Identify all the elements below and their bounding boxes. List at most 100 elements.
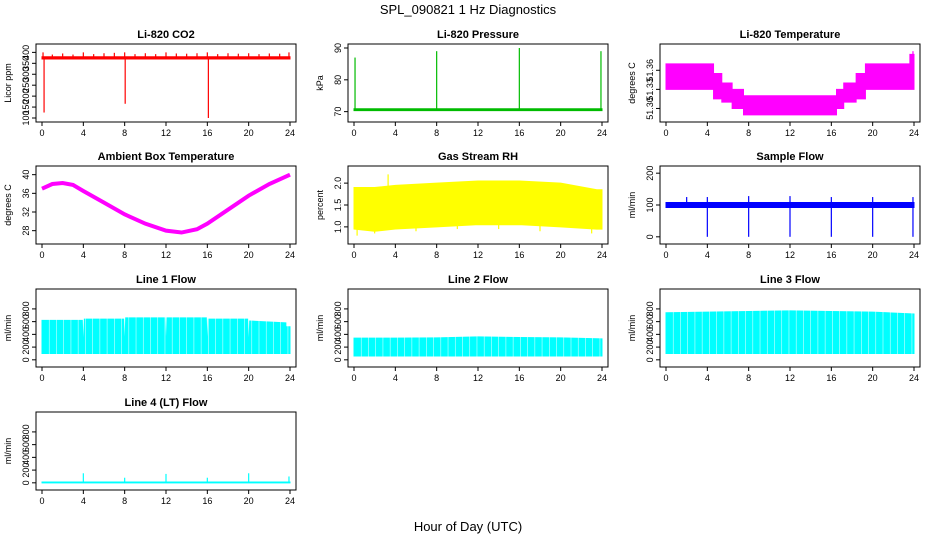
- y-tick-label: 1.0: [333, 221, 343, 234]
- x-tick-label: 24: [909, 373, 919, 383]
- x-tick-label: 12: [785, 128, 795, 138]
- panel-title: Gas Stream RH: [438, 151, 518, 163]
- panel-0: Li-820 CO2 0 4 8 12 16 20 24 1001502002503003504…: [3, 29, 297, 138]
- x-tick-label: 20: [556, 373, 566, 383]
- y-tick-label: 800: [21, 424, 31, 439]
- y-axis-label: ml/min: [3, 438, 13, 465]
- x-tick-label: 16: [202, 128, 212, 138]
- plot-area: [665, 196, 915, 237]
- y-tick-label: 0: [645, 234, 655, 239]
- y-axis-label: ml/min: [627, 315, 637, 342]
- y-tick-label: 250: [21, 78, 31, 93]
- data-band: [353, 336, 603, 357]
- y-tick-label: 800: [333, 301, 343, 316]
- x-tick-label: 8: [122, 373, 127, 383]
- plot-area: [41, 473, 291, 484]
- x-tick-label: 24: [285, 373, 295, 383]
- data-band: [665, 310, 915, 354]
- x-tick-label: 4: [705, 373, 710, 383]
- y-axis-label: degrees C: [3, 184, 13, 226]
- y-tick-label: 0: [333, 357, 343, 362]
- x-tick-label: 16: [514, 250, 524, 260]
- panel-title: Li-820 Temperature: [740, 29, 841, 41]
- x-tick-label: 4: [705, 250, 710, 260]
- y-tick-label: 32: [21, 207, 31, 217]
- x-tick-label: 8: [122, 250, 127, 260]
- x-tick-label: 24: [597, 250, 607, 260]
- panel-title: Line 3 Flow: [760, 274, 820, 286]
- y-tick-label: 350: [21, 56, 31, 71]
- y-tick-label: 400: [645, 327, 655, 342]
- y-tick-label: 400: [333, 327, 343, 342]
- figure-xlabel: Hour of Day (UTC): [414, 519, 522, 534]
- x-tick-label: 0: [39, 250, 44, 260]
- y-tick-label: 800: [21, 301, 31, 316]
- y-tick-label: 200: [21, 340, 31, 355]
- x-tick-label: 12: [473, 250, 483, 260]
- y-tick-label: 100: [645, 197, 655, 212]
- y-axis-label: percent: [315, 189, 325, 220]
- panel-title: Ambient Box Temperature: [98, 151, 235, 163]
- x-tick-label: 0: [39, 128, 44, 138]
- y-tick-label: 28: [21, 226, 31, 236]
- panel-2: Li-820 Temperature 0 4 8 12 16 20 24 51.3051.335…: [627, 29, 921, 138]
- x-tick-label: 12: [161, 250, 171, 260]
- y-tick-label: 150: [21, 100, 31, 115]
- y-tick-label: 51.30: [645, 97, 655, 120]
- x-tick-label: 0: [663, 128, 668, 138]
- x-tick-label: 20: [868, 128, 878, 138]
- y-axis-label: ml/min: [627, 192, 637, 219]
- y-tick-label: 600: [21, 437, 31, 452]
- x-tick-label: 16: [202, 250, 212, 260]
- x-tick-label: 20: [244, 250, 254, 260]
- panel-9: Line 4 (LT) Flow 0 4 8 12 16 20 24 0 200400600800…: [3, 397, 297, 506]
- y-axis-label: ml/min: [315, 315, 325, 342]
- x-tick-label: 24: [285, 496, 295, 506]
- x-tick-label: 24: [285, 128, 295, 138]
- y-tick-label: 70: [333, 107, 343, 117]
- panel-title: Line 1 Flow: [136, 274, 196, 286]
- data-band: [353, 180, 603, 232]
- y-tick-label: 300: [21, 67, 31, 82]
- panel-title: Line 2 Flow: [448, 274, 508, 286]
- y-tick-label: 400: [21, 45, 31, 60]
- y-tick-label: 0: [21, 480, 31, 485]
- plot-area: [353, 174, 603, 236]
- x-tick-label: 0: [663, 250, 668, 260]
- x-tick-label: 12: [473, 128, 483, 138]
- y-tick-label: 200: [21, 463, 31, 478]
- plot-area: [353, 293, 603, 363]
- plot-area: [41, 52, 291, 118]
- y-tick-label: 0: [645, 357, 655, 362]
- series-line-0: [41, 172, 291, 235]
- y-tick-label: 90: [333, 43, 343, 53]
- x-tick-label: 20: [244, 128, 254, 138]
- y-tick-label: 80: [333, 75, 343, 85]
- y-tick-label: 200: [21, 89, 31, 104]
- x-tick-label: 8: [122, 128, 127, 138]
- x-tick-label: 20: [556, 128, 566, 138]
- x-tick-label: 0: [663, 373, 668, 383]
- panel-title: Li-820 Pressure: [437, 29, 519, 41]
- x-tick-label: 4: [81, 128, 86, 138]
- x-tick-label: 16: [202, 373, 212, 383]
- y-tick-label: 51.36: [645, 59, 655, 82]
- x-tick-label: 20: [244, 496, 254, 506]
- x-tick-label: 16: [514, 128, 524, 138]
- x-tick-label: 0: [351, 373, 356, 383]
- x-tick-label: 12: [473, 373, 483, 383]
- y-tick-label: 600: [645, 314, 655, 329]
- x-tick-label: 24: [285, 250, 295, 260]
- x-tick-label: 8: [434, 373, 439, 383]
- y-tick-label: 36: [21, 188, 31, 198]
- x-tick-label: 12: [785, 373, 795, 383]
- panel-5: Sample Flow 0 4 8 12 16 20 24 0 100 200 ml/min: [627, 151, 921, 260]
- y-tick-label: 200: [645, 166, 655, 181]
- x-tick-label: 12: [785, 250, 795, 260]
- y-tick-label: 600: [333, 314, 343, 329]
- y-tick-label: 100: [21, 110, 31, 125]
